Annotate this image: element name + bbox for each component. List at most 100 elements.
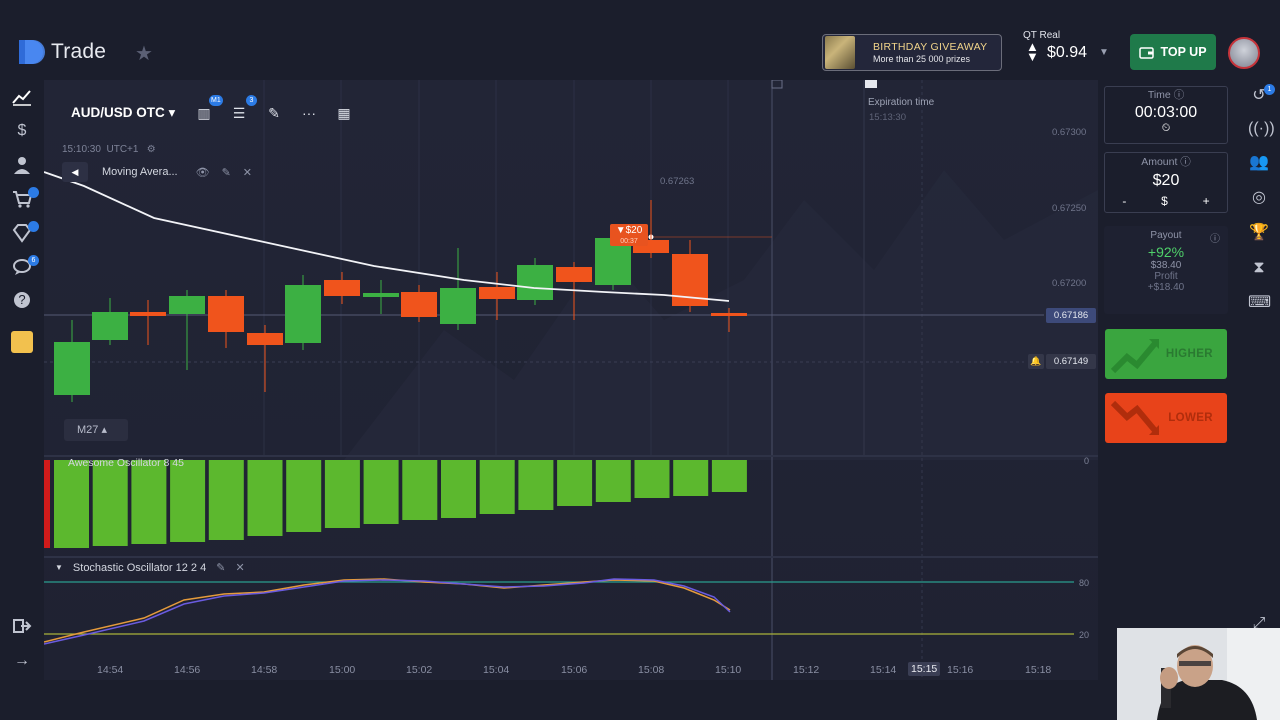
brush-icon[interactable]: ✎ <box>268 105 280 121</box>
chart-canvas[interactable] <box>44 80 1098 680</box>
candle-body <box>440 288 476 324</box>
collapse-chevron-icon[interactable]: ▼ <box>55 563 63 572</box>
avatar[interactable] <box>1228 37 1260 69</box>
trader-avatar-icon[interactable] <box>11 331 33 353</box>
price-label: 0.67300 <box>1052 127 1087 138</box>
trend-up-icon <box>1111 339 1160 374</box>
logo[interactable]: Trade <box>17 38 106 66</box>
user-icon[interactable] <box>11 154 33 176</box>
chart-area[interactable] <box>44 80 1098 680</box>
edit-pencil-icon[interactable]: ✎ <box>221 166 231 179</box>
info-icon[interactable]: ⓘ <box>1173 89 1185 101</box>
payout-label: Payout ⓘ <box>1150 230 1220 245</box>
candle-body <box>556 267 592 282</box>
expand-arrow-icon[interactable]: → <box>14 652 30 669</box>
edit-pencil-icon[interactable]: ✎ <box>216 562 226 574</box>
osc-bar <box>92 460 128 546</box>
settings-gear-icon[interactable]: ⚙ <box>146 144 156 155</box>
favorite-star-icon[interactable]: ★ <box>135 43 153 65</box>
chat-icon[interactable] <box>11 256 33 278</box>
help-icon[interactable]: ? <box>14 292 30 308</box>
users-icon[interactable]: 👥 <box>1249 154 1269 171</box>
x-axis-label: 15:04 <box>483 664 510 676</box>
stoch-lower-label: 20 <box>1079 630 1090 640</box>
trade-marker[interactable]: ▼$20 00:37 <box>610 224 648 246</box>
x-axis-label: 15:08 <box>638 664 665 676</box>
trophy-icon[interactable]: 🏆 <box>1249 224 1269 241</box>
target-icon[interactable]: ◎ <box>1252 189 1266 206</box>
logo-text: Trade <box>51 40 107 63</box>
amount-minus-button[interactable]: - <box>1122 194 1127 208</box>
x-axis-label: 15:18 <box>1025 664 1052 676</box>
timeframe-select[interactable]: M27 ▴ <box>64 419 128 441</box>
x-axis-label: 14:56 <box>174 664 201 676</box>
candle-body <box>169 296 205 314</box>
more-icon[interactable]: ··· <box>302 105 316 121</box>
stoch-d-line <box>44 578 731 645</box>
alert-price-tag: 0.67149 <box>1046 354 1096 369</box>
help-icon[interactable]: ⓘ <box>1210 234 1220 245</box>
trend-down-icon <box>1111 400 1160 435</box>
currency-toggle[interactable]: $ <box>1161 194 1168 208</box>
server-time: 15:10:30 UTC+1 ⚙ <box>62 144 156 155</box>
eye-icon[interactable]: 👁 <box>195 166 210 179</box>
chart-line-icon[interactable] <box>11 86 33 108</box>
clock-icon[interactable]: ⏲ <box>1161 122 1171 134</box>
dollar-icon[interactable]: $ <box>17 122 27 139</box>
stochastic-title: Stochastic Oscillator 12 2 4 <box>72 561 207 574</box>
right-sidebar: ↺ 1 ((·)) 👥 ◎ 🏆 ⧗ ⌨ ⤢ <box>1238 80 1280 720</box>
logout-icon[interactable] <box>11 615 33 637</box>
lower-button[interactable]: LOWER <box>1105 393 1227 443</box>
osc-zero-label: 0 <box>1084 456 1090 466</box>
info-icon[interactable]: ⓘ <box>1180 156 1191 168</box>
diamond-badge <box>28 221 39 232</box>
collapse-arrow-icon[interactable]: ◀ <box>62 162 88 182</box>
osc-bar <box>518 460 554 510</box>
candle-body <box>711 313 747 316</box>
topup-button[interactable]: TOP UP <box>1130 34 1216 70</box>
lower-label: LOWER <box>1168 412 1213 424</box>
expiration-flag-icon <box>865 80 877 88</box>
timeframe-value: M27 <box>77 424 99 436</box>
giveaway-banner[interactable]: BIRTHDAY GIVEAWAY More than 25 000 prize… <box>822 34 1002 71</box>
chevron-down-icon: ▼ <box>1099 47 1109 58</box>
signal-icon[interactable]: ((·)) <box>1248 120 1275 137</box>
amount-plus-button[interactable]: + <box>1202 194 1210 208</box>
layout-grid-icon[interactable]: ▦ <box>337 105 351 121</box>
close-icon[interactable]: ✕ <box>235 562 245 574</box>
osc-bar <box>208 460 244 540</box>
amount-panel[interactable]: Amount ⓘ $20 - $ + <box>1104 152 1228 213</box>
candle-body <box>247 333 283 345</box>
candle-body <box>92 312 128 340</box>
osc-bar <box>170 460 206 542</box>
account-switcher[interactable]: QT Real ▲ ▼ $0.94 ▼ <box>1023 30 1109 63</box>
expiration-label: Expiration time <box>868 97 935 108</box>
candles-icon[interactable]: ▥ <box>197 105 211 121</box>
time-panel[interactable]: Time ⓘ 00:03:00 ⏲ <box>1104 86 1228 144</box>
stochastic-legend: ▼ Stochastic Oscillator 12 2 4 ✎ ✕ <box>55 561 245 575</box>
symbol-selector[interactable]: AUD/USD OTC ▾ <box>71 105 176 120</box>
x-axis-label: 15:06 <box>561 664 588 676</box>
close-icon[interactable]: ✕ <box>242 166 253 179</box>
time-label: Time ⓘ <box>1147 89 1185 101</box>
history-icon[interactable]: ↺ <box>1252 87 1266 104</box>
expiry-flag-icon <box>771 80 783 89</box>
higher-button[interactable]: HIGHER <box>1105 329 1227 379</box>
candle-body <box>324 280 360 296</box>
bell-icon[interactable]: 🔔 <box>1028 354 1044 369</box>
hourglass-icon[interactable]: ⧗ <box>1253 259 1265 276</box>
keyboard-icon[interactable]: ⌨ <box>1248 294 1272 311</box>
x-axis-label: 15:10 <box>715 664 742 676</box>
osc-bar <box>54 460 89 548</box>
account-balance: $0.94 <box>1047 44 1088 61</box>
candle-body <box>54 342 90 395</box>
payout-amount: $38.40 <box>1150 260 1182 271</box>
osc-bar <box>402 460 438 520</box>
higher-label: HIGHER <box>1165 348 1213 360</box>
fullscreen-icon[interactable]: ⤢ <box>1252 615 1266 632</box>
osc-bar <box>673 460 709 496</box>
osc-bar-negative <box>44 460 50 548</box>
giveaway-title: BIRTHDAY GIVEAWAY <box>873 40 988 53</box>
indicators-icon[interactable]: ☰ <box>232 105 246 121</box>
indicator-legend: ◀ Moving Avera... 👁 ✎ ✕ <box>62 162 252 182</box>
